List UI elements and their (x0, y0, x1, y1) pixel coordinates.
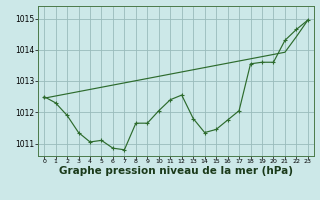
X-axis label: Graphe pression niveau de la mer (hPa): Graphe pression niveau de la mer (hPa) (59, 166, 293, 176)
